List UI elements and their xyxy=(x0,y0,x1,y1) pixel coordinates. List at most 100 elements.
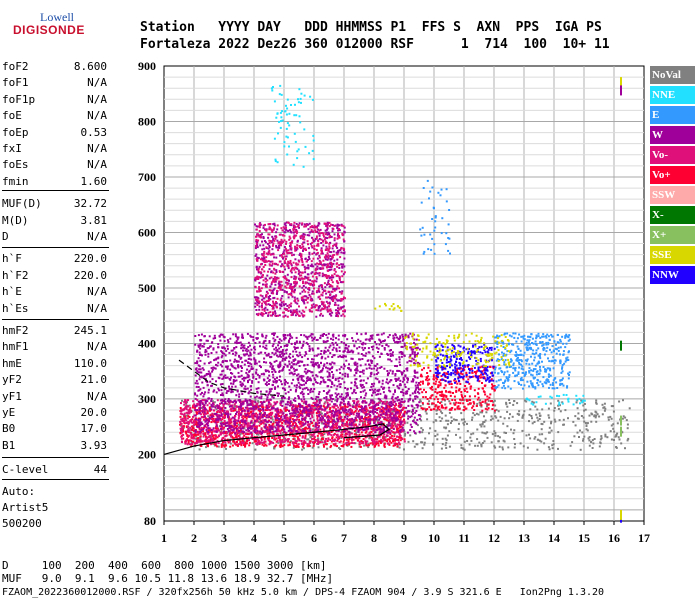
data-point-vo- xyxy=(360,431,363,434)
data-point-w xyxy=(201,367,204,370)
data-point-w xyxy=(260,373,263,376)
y-tick-label: 700 xyxy=(138,170,156,184)
data-point-w xyxy=(409,353,412,356)
data-point-w xyxy=(211,402,214,405)
data-point-vo- xyxy=(366,444,369,447)
data-point-noval xyxy=(614,435,617,438)
data-point-w xyxy=(401,380,404,383)
data-point-w xyxy=(224,407,227,409)
data-point-w xyxy=(326,375,329,378)
data-point-w xyxy=(265,384,268,387)
data-point-vo- xyxy=(263,431,266,434)
data-point-w xyxy=(287,398,290,400)
data-point-w xyxy=(272,368,275,371)
x-tick-label: 1 xyxy=(161,531,167,545)
data-point-vo- xyxy=(352,400,355,402)
data-point-vo- xyxy=(241,439,244,442)
data-point-vo- xyxy=(278,444,281,447)
data-point-vo- xyxy=(307,411,309,414)
data-point-vo- xyxy=(377,435,380,438)
data-point-w xyxy=(229,368,232,371)
data-point-w xyxy=(412,399,414,402)
data-point-vo- xyxy=(352,438,355,441)
data-point-w xyxy=(211,378,214,381)
data-point-vo- xyxy=(283,407,286,410)
data-point-noval xyxy=(444,399,446,402)
data-point-w xyxy=(318,415,321,417)
data-point-vo- xyxy=(233,416,236,419)
data-point-w xyxy=(345,344,348,347)
data-point-vo- xyxy=(312,409,315,412)
data-point-vo- xyxy=(311,430,314,433)
data-point-noval xyxy=(416,424,419,427)
data-point-w xyxy=(374,403,377,406)
data-point-noval xyxy=(622,415,625,418)
data-point-vo- xyxy=(224,438,226,441)
data-point-vo- xyxy=(194,434,197,436)
data-point-w xyxy=(328,373,331,375)
data-point-vo- xyxy=(193,421,196,424)
data-point-w xyxy=(374,431,377,434)
data-point-w xyxy=(401,388,404,391)
data-point-w xyxy=(348,351,351,354)
data-point-w xyxy=(214,367,217,370)
data-point-vo- xyxy=(356,401,358,404)
data-point-w xyxy=(199,359,202,362)
data-point-vo- xyxy=(378,435,381,438)
data-point-vo- xyxy=(223,421,226,424)
data-point-vo- xyxy=(204,433,207,436)
data-point-vo- xyxy=(235,443,238,446)
data-point-w xyxy=(258,375,261,377)
data-point-noval xyxy=(424,437,427,440)
data-point-w xyxy=(407,410,410,413)
data-point-w xyxy=(413,375,416,378)
data-point-w xyxy=(243,387,246,390)
data-point-w xyxy=(259,390,262,393)
data-point-vo- xyxy=(276,412,279,415)
data-point-w xyxy=(234,385,237,388)
data-point-vo- xyxy=(343,411,346,414)
data-point-vo- xyxy=(367,444,370,447)
data-point-vo- xyxy=(218,435,220,438)
data-point-w xyxy=(246,413,249,416)
data-point-vo- xyxy=(255,442,258,445)
data-point-vo- xyxy=(392,444,395,447)
data-point-vo- xyxy=(336,433,339,436)
data-point-vo- xyxy=(346,421,348,424)
data-point-vo- xyxy=(229,408,232,411)
data-point-noval xyxy=(609,415,612,418)
data-point-w xyxy=(331,361,334,364)
data-point-w xyxy=(413,354,416,357)
data-point-vo- xyxy=(341,420,344,423)
data-point-noval xyxy=(454,418,457,421)
data-point-w xyxy=(270,427,273,430)
data-point-noval xyxy=(317,399,320,402)
data-point-vo- xyxy=(355,437,357,440)
y-tick-label: 80 xyxy=(144,514,156,528)
data-point-vo- xyxy=(191,442,194,445)
data-point-w xyxy=(312,363,315,366)
data-point-vo- xyxy=(328,433,331,436)
data-point-w xyxy=(303,409,306,412)
data-point-vo- xyxy=(326,433,329,436)
data-point-noval xyxy=(550,422,552,425)
data-point-noval xyxy=(574,415,577,418)
data-point-w xyxy=(346,375,349,378)
data-point-noval xyxy=(626,423,629,426)
data-point-w xyxy=(293,370,296,373)
auto-label: Auto: xyxy=(2,485,36,498)
data-point-w xyxy=(334,377,337,380)
data-point-vo- xyxy=(238,443,241,446)
data-point-noval xyxy=(603,409,606,412)
data-point-vo- xyxy=(196,437,199,440)
data-point-vo- xyxy=(180,422,183,425)
data-point-vo- xyxy=(209,427,212,430)
data-point-w xyxy=(241,430,244,433)
data-point-w xyxy=(241,335,244,338)
data-point-vo- xyxy=(298,439,301,442)
data-point-vo- xyxy=(343,443,346,446)
data-point-noval xyxy=(552,443,555,446)
data-point-vo- xyxy=(252,429,255,432)
data-point-vo- xyxy=(182,437,185,440)
data-point-w xyxy=(342,400,345,403)
